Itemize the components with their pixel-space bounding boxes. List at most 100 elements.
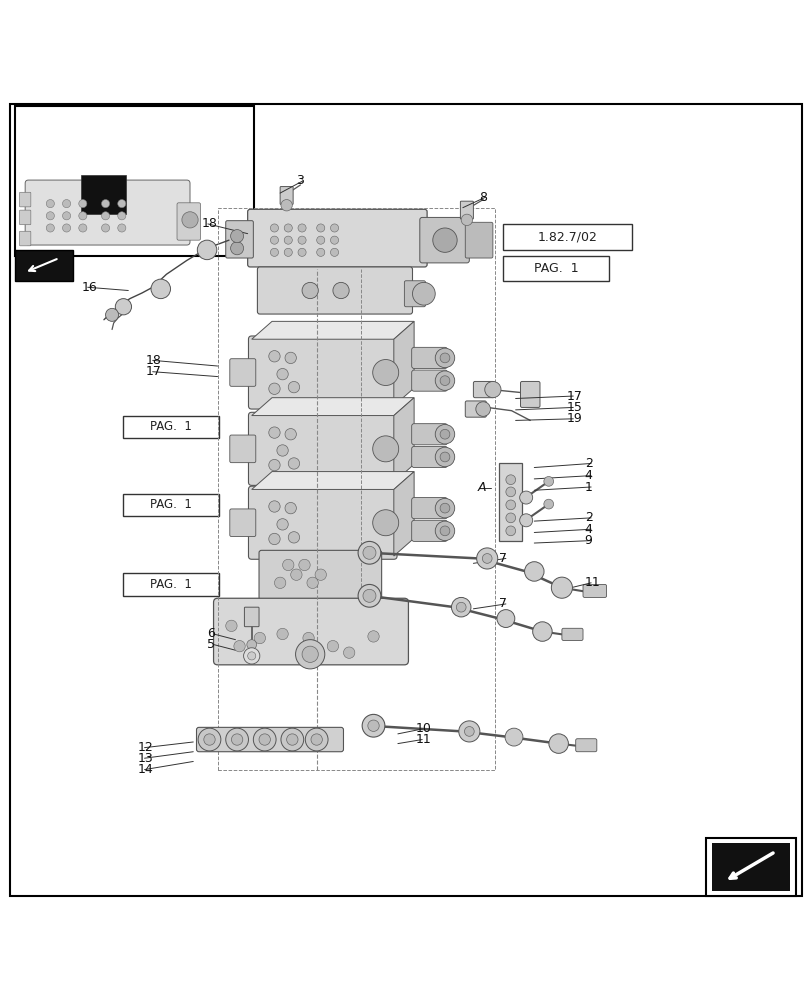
Circle shape (372, 436, 398, 462)
Text: 4: 4 (584, 523, 592, 536)
Circle shape (482, 554, 491, 563)
Text: PAG.  1: PAG. 1 (150, 420, 192, 433)
FancyBboxPatch shape (411, 424, 447, 445)
Circle shape (362, 714, 384, 737)
Circle shape (524, 562, 543, 581)
Text: 6: 6 (207, 627, 215, 640)
Polygon shape (251, 472, 414, 489)
Bar (711, 843, 789, 891)
FancyBboxPatch shape (582, 584, 606, 597)
Circle shape (440, 353, 449, 363)
Text: 17: 17 (146, 365, 162, 378)
Circle shape (316, 248, 324, 256)
Circle shape (298, 248, 306, 256)
Polygon shape (251, 321, 414, 339)
Circle shape (440, 429, 449, 439)
Circle shape (268, 533, 280, 545)
Bar (81, 175, 126, 214)
Circle shape (435, 521, 454, 541)
Bar (123, 416, 219, 438)
Text: A: A (477, 481, 485, 494)
Circle shape (284, 236, 292, 244)
FancyBboxPatch shape (411, 520, 447, 541)
Circle shape (270, 224, 278, 232)
Circle shape (363, 546, 375, 559)
Circle shape (105, 308, 118, 321)
Circle shape (118, 200, 126, 208)
Circle shape (231, 734, 242, 745)
FancyBboxPatch shape (248, 412, 397, 485)
Circle shape (548, 734, 568, 753)
Circle shape (458, 721, 479, 742)
Circle shape (268, 383, 280, 394)
Polygon shape (393, 398, 414, 482)
FancyBboxPatch shape (411, 498, 447, 519)
Circle shape (46, 200, 54, 208)
Circle shape (412, 282, 435, 305)
Circle shape (277, 519, 288, 530)
Circle shape (79, 224, 87, 232)
Text: 14: 14 (138, 763, 153, 776)
Circle shape (367, 631, 379, 642)
Circle shape (435, 348, 454, 368)
Circle shape (62, 200, 71, 208)
FancyBboxPatch shape (177, 203, 200, 240)
Circle shape (268, 427, 280, 438)
Text: PAG.  1: PAG. 1 (534, 262, 577, 275)
Circle shape (298, 559, 310, 571)
Circle shape (198, 728, 221, 751)
FancyBboxPatch shape (230, 509, 255, 537)
Circle shape (316, 224, 324, 232)
Circle shape (298, 224, 306, 232)
Circle shape (268, 459, 280, 471)
FancyBboxPatch shape (411, 370, 447, 391)
Circle shape (315, 569, 326, 580)
FancyBboxPatch shape (520, 381, 539, 407)
Circle shape (343, 647, 354, 658)
Bar (706, 838, 795, 896)
Circle shape (295, 640, 324, 669)
Bar (499, 463, 521, 541)
Circle shape (305, 728, 328, 751)
Circle shape (372, 510, 398, 536)
Circle shape (290, 569, 302, 580)
Circle shape (440, 526, 449, 536)
FancyBboxPatch shape (247, 209, 427, 267)
Circle shape (282, 559, 294, 571)
Circle shape (243, 648, 260, 664)
Circle shape (505, 526, 515, 536)
Text: 15: 15 (566, 401, 582, 414)
Circle shape (270, 248, 278, 256)
Polygon shape (251, 398, 414, 416)
FancyBboxPatch shape (465, 222, 492, 258)
Circle shape (464, 727, 474, 736)
Text: 1.82.7/02: 1.82.7/02 (537, 230, 597, 243)
Text: 4: 4 (584, 469, 592, 482)
Text: 3: 3 (296, 174, 304, 187)
Circle shape (435, 447, 454, 467)
Circle shape (277, 628, 288, 640)
FancyBboxPatch shape (411, 347, 447, 368)
Text: 2: 2 (584, 457, 592, 470)
FancyBboxPatch shape (248, 486, 397, 559)
Circle shape (476, 548, 497, 569)
Circle shape (496, 610, 514, 627)
Circle shape (484, 381, 500, 398)
Circle shape (285, 352, 296, 364)
Circle shape (461, 214, 472, 226)
Circle shape (268, 351, 280, 362)
FancyBboxPatch shape (280, 187, 293, 204)
Text: 5: 5 (207, 638, 215, 651)
Circle shape (118, 224, 126, 232)
Polygon shape (393, 472, 414, 556)
FancyBboxPatch shape (465, 401, 486, 417)
Circle shape (288, 381, 299, 393)
Circle shape (303, 632, 314, 644)
Circle shape (532, 622, 551, 641)
Circle shape (456, 602, 466, 612)
Circle shape (519, 491, 532, 504)
FancyBboxPatch shape (19, 231, 31, 246)
Text: 7: 7 (499, 552, 507, 565)
Circle shape (204, 734, 215, 745)
FancyBboxPatch shape (404, 281, 425, 307)
